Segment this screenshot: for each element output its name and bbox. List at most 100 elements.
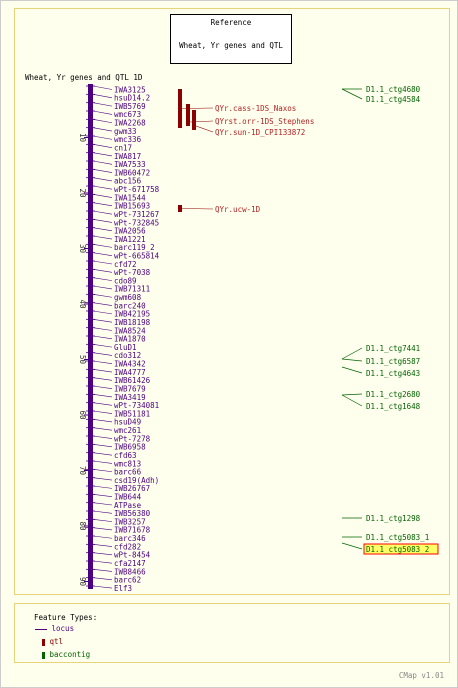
- contig-connector: [341, 358, 363, 362]
- qtl-label: QYrst.orr-1DS_Stephens: [215, 117, 314, 126]
- marker-label: IWB71311: [114, 285, 150, 294]
- marker-label: IWA2056: [114, 227, 146, 236]
- marker-label: cfa2147: [114, 559, 146, 568]
- marker-label: IWA4342: [114, 360, 146, 369]
- contig-connector: [341, 347, 363, 360]
- marker-connector: [92, 544, 113, 547]
- marker-label: GluD1: [114, 343, 137, 352]
- chromosome-bar: [88, 84, 93, 589]
- marker-connector: [92, 377, 113, 381]
- marker-label: IWA3419: [114, 393, 146, 402]
- marker-connector: [92, 369, 113, 373]
- marker-label: abc156: [114, 177, 142, 186]
- reference-box[interactable]: Reference Wheat, Yr genes and QTL: [170, 14, 292, 64]
- marker-label: wPt-732845: [114, 218, 159, 227]
- marker-label: gwm33: [114, 127, 137, 136]
- marker-connector: [92, 235, 113, 240]
- contig-label: D1.1_ctg1298: [366, 514, 421, 523]
- marker-label: IWB60472: [114, 168, 150, 177]
- marker-label: cfd63: [114, 451, 137, 460]
- qtl-bar: [186, 104, 190, 126]
- marker-connector: [92, 535, 113, 539]
- marker-label: IWA1870: [114, 335, 146, 344]
- marker-label: IWA1544: [114, 193, 146, 202]
- axis-tick-label: 80: [78, 521, 87, 531]
- marker-label: IWB15693: [114, 202, 150, 211]
- map-title[interactable]: Wheat, Yr genes and QTL 1D: [25, 73, 143, 82]
- marker-label: hsuD14.2: [114, 94, 150, 103]
- marker-label: IWB26767: [114, 484, 150, 493]
- marker-label: gwm608: [114, 293, 142, 302]
- axis-tick-label: 50: [78, 355, 87, 365]
- marker-connector: [92, 352, 113, 356]
- legend-heading: Feature Types:: [34, 613, 98, 622]
- marker-connector: [92, 452, 113, 456]
- marker-connector: [92, 360, 113, 365]
- marker-label: Elf3: [114, 584, 132, 593]
- marker-label: IWB56380: [114, 509, 151, 518]
- marker-connector: [92, 302, 113, 306]
- marker-connector: [92, 310, 113, 315]
- legend-label-baccontig: baccontig: [49, 650, 91, 659]
- marker-connector: [92, 494, 113, 497]
- baccontig-icon: [42, 651, 45, 659]
- marker-label: IWA8524: [114, 326, 146, 335]
- qtl-connector: [181, 208, 214, 210]
- marker-connector: [92, 419, 113, 423]
- marker-label: hsuD49: [114, 418, 141, 427]
- marker-label: IWA1221: [114, 235, 146, 244]
- marker-label: barc66: [114, 468, 142, 477]
- marker-connector: [92, 477, 113, 481]
- marker-connector: [92, 519, 113, 522]
- marker-label: IWB644: [114, 492, 142, 501]
- marker-label: wPt-734081: [114, 401, 159, 410]
- marker-label: IWB5769: [114, 102, 146, 111]
- marker-connector: [92, 110, 113, 115]
- marker-connector: [92, 410, 113, 414]
- contig-label: D1.1_ctg7441: [366, 344, 420, 353]
- marker-connector: [92, 210, 113, 215]
- reference-subtitle: Wheat, Yr genes and QTL: [179, 41, 283, 50]
- marker-connector: [92, 344, 113, 348]
- map-panel: [14, 8, 450, 595]
- axis-tick-label: 30: [78, 244, 87, 254]
- marker-connector: [92, 127, 113, 132]
- marker-connector: [92, 427, 113, 431]
- marker-label: wPt-665814: [114, 252, 160, 261]
- marker-label: wPt-671758: [114, 185, 160, 194]
- marker-connector: [92, 85, 113, 90]
- qtl-bar: [178, 89, 182, 128]
- marker-connector: [92, 269, 113, 273]
- marker-connector: [92, 177, 113, 182]
- marker-label: IWA3125: [114, 85, 146, 94]
- marker-label: cfd282: [114, 542, 141, 551]
- axis-tick-label: 60: [78, 410, 87, 420]
- qtl-label: QYr.cass-1DS_Naxos: [215, 104, 296, 113]
- marker-connector: [92, 335, 113, 340]
- marker-connector: [92, 160, 113, 165]
- legend-item-qtl: qtl: [42, 637, 63, 646]
- marker-connector: [92, 244, 113, 248]
- marker-label: IWB6958: [114, 443, 146, 452]
- marker-label: wmc261: [114, 426, 141, 435]
- marker-connector: [92, 469, 113, 473]
- marker-label: IWB61426: [114, 376, 151, 385]
- feature-legend: Feature Types: locus qtl baccontig: [14, 603, 450, 663]
- marker-label: IWB3257: [114, 517, 146, 526]
- marker-connector: [92, 385, 113, 389]
- marker-label: IWB7679: [114, 384, 146, 393]
- marker-label: wPt-7038: [114, 268, 151, 277]
- marker-connector: [92, 252, 113, 256]
- marker-label: IWB51181: [114, 409, 150, 418]
- qtl-label: QYr.ucw-1D: [215, 205, 261, 214]
- marker-label: IWB42195: [114, 310, 150, 319]
- marker-label: wPt-731267: [114, 210, 159, 219]
- contig-highlight: [363, 543, 439, 555]
- marker-connector: [92, 119, 113, 124]
- axis-tick-label: 10: [78, 133, 87, 143]
- marker-label: IWB71678: [114, 526, 151, 535]
- locus-icon: [35, 628, 47, 630]
- reference-title: Reference: [210, 18, 252, 27]
- marker-connector: [92, 285, 113, 290]
- marker-connector: [92, 144, 113, 148]
